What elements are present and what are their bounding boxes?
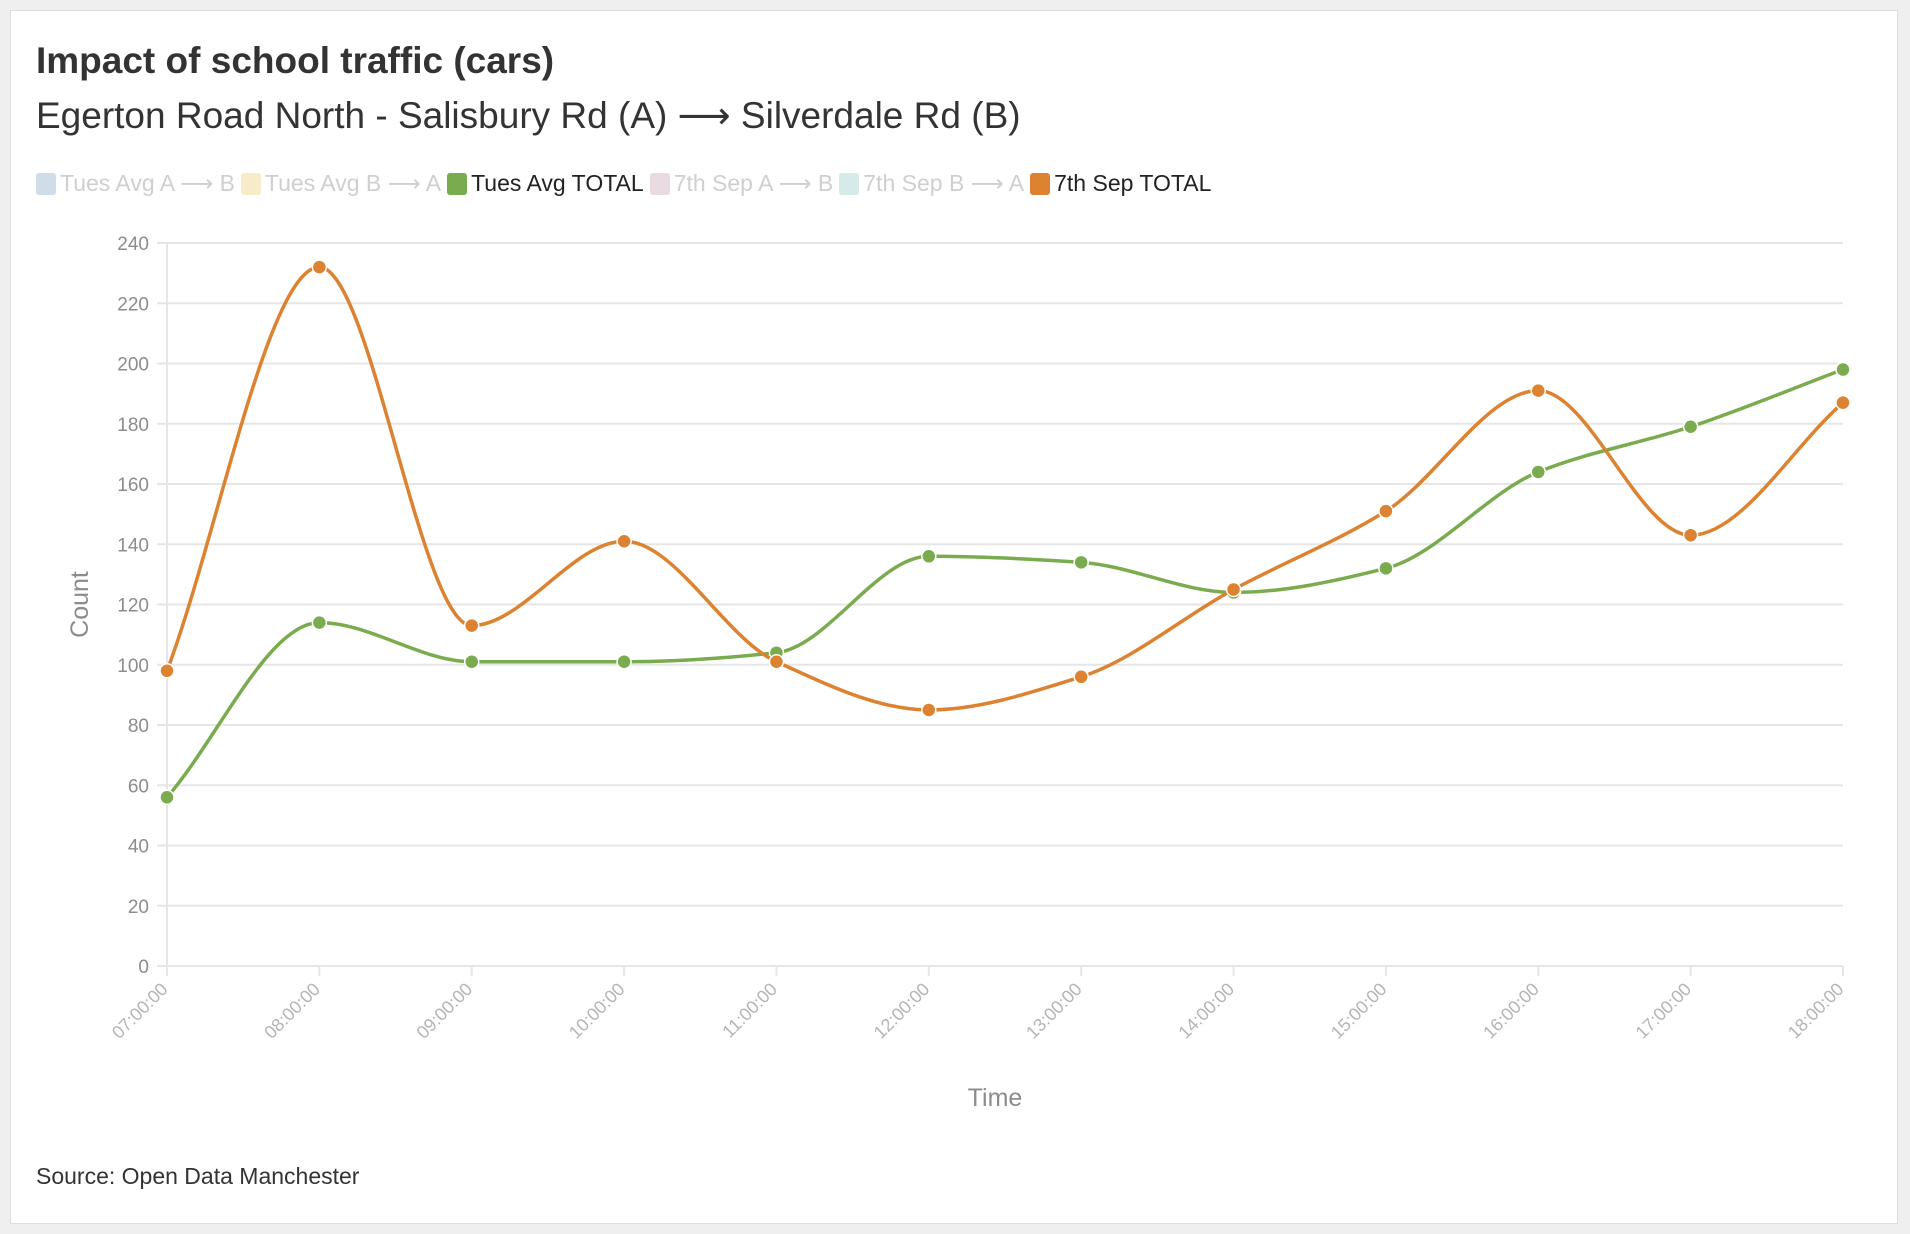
- data-point: [463, 653, 480, 670]
- legend-swatch: [649, 172, 670, 195]
- data-point: [159, 789, 175, 806]
- legend-item[interactable]: 7th Sep TOTAL: [1030, 170, 1211, 197]
- data-point: [921, 548, 937, 565]
- legend-label: Tues Avg B ⟶ A: [264, 170, 442, 196]
- x-tick-label: 16:00:00: [1479, 979, 1543, 1043]
- legend-label: 7th Sep TOTAL: [1054, 170, 1212, 196]
- axes: [166, 243, 1844, 976]
- y-tick-label: 0: [138, 957, 149, 978]
- data-point: [1530, 464, 1547, 480]
- data-point: [159, 663, 175, 679]
- y-tick-label: 140: [117, 535, 149, 556]
- data-point: [1073, 554, 1089, 571]
- gridlines: [157, 242, 1843, 967]
- x-tick-label: 15:00:00: [1327, 979, 1391, 1043]
- legend-item[interactable]: Tues Avg B ⟶ A: [240, 170, 442, 197]
- data-point: [1682, 527, 1699, 543]
- data-point: [1225, 581, 1242, 598]
- legend-swatch: [447, 172, 468, 195]
- data-point: [1682, 419, 1699, 435]
- legend-label: 7th Sep B ⟶ A: [863, 170, 1025, 196]
- data-point: [616, 653, 632, 670]
- data-point: [1530, 382, 1547, 399]
- x-tick-label: 07:00:00: [108, 979, 172, 1043]
- x-tick-label: 12:00:00: [870, 979, 934, 1043]
- legend-swatch: [36, 172, 56, 195]
- legend-item[interactable]: Tues Avg TOTAL: [447, 170, 644, 197]
- x-tick-label: 13:00:00: [1022, 979, 1086, 1043]
- series-line: [165, 265, 1845, 712]
- data-point: [768, 653, 785, 670]
- series-layer: [159, 259, 1851, 806]
- data-point: [1835, 394, 1851, 411]
- data-point: [921, 702, 937, 718]
- x-axis-title: Time: [968, 1084, 1023, 1112]
- x-tick-label: 17:00:00: [1632, 979, 1696, 1043]
- y-tick-label: 160: [117, 475, 149, 496]
- x-tick-label: 08:00:00: [260, 979, 324, 1043]
- chart-subtitle: Egerton Road North - Salisbury Rd (A) ⟶ …: [36, 95, 1021, 136]
- y-tick-label: 220: [117, 294, 149, 315]
- y-tick-label: 120: [117, 596, 149, 617]
- legend-label: Tues Avg A ⟶ B: [60, 170, 235, 196]
- legend-label: Tues Avg TOTAL: [471, 170, 644, 196]
- y-axis-title: Count: [66, 571, 94, 638]
- data-point: [1378, 503, 1394, 519]
- x-tick-label: 18:00:00: [1784, 979, 1848, 1043]
- y-tick-label: 100: [117, 656, 149, 677]
- data-point: [311, 614, 328, 631]
- y-tick-label: 200: [117, 355, 149, 376]
- data-point: [311, 259, 328, 275]
- legend-swatch: [1030, 172, 1051, 195]
- chart-legend: Tues Avg A ⟶ B Tues Avg B ⟶ A Tues Avg TOT…: [36, 170, 1217, 197]
- legend-swatch: [240, 172, 261, 195]
- axis-labels: 0 20 40 60 80 100 120 140 160 180 200 220 240 07:00:0…: [66, 234, 1848, 1112]
- data-point: [1073, 669, 1089, 685]
- legend-item[interactable]: Tues Avg A ⟶ B: [36, 170, 235, 197]
- x-tick-label: 11:00:00: [718, 979, 781, 1042]
- data-point: [463, 617, 480, 634]
- x-tick-label: 10:00:00: [565, 979, 629, 1043]
- source-note: Source: Open Data Manchester: [36, 1163, 360, 1189]
- legend-item[interactable]: 7th Sep B ⟶ A: [839, 170, 1024, 197]
- x-tick-label: 14:00:00: [1174, 979, 1238, 1043]
- data-point: [616, 533, 632, 549]
- y-tick-label: 40: [128, 837, 149, 858]
- y-tick-label: 240: [117, 234, 149, 255]
- legend-label: 7th Sep A ⟶ B: [673, 170, 834, 196]
- legend-swatch: [839, 172, 860, 195]
- data-point: [1835, 361, 1851, 378]
- y-tick-label: 80: [128, 716, 149, 737]
- chart-title: Impact of school traffic (cars): [36, 40, 555, 81]
- y-tick-label: 180: [117, 415, 149, 436]
- data-point: [1378, 560, 1394, 577]
- y-tick-label: 20: [128, 897, 149, 918]
- y-tick-label: 60: [128, 776, 149, 797]
- x-tick-label: 09:00:00: [413, 979, 477, 1043]
- legend-item[interactable]: 7th Sep A ⟶ B: [649, 170, 834, 197]
